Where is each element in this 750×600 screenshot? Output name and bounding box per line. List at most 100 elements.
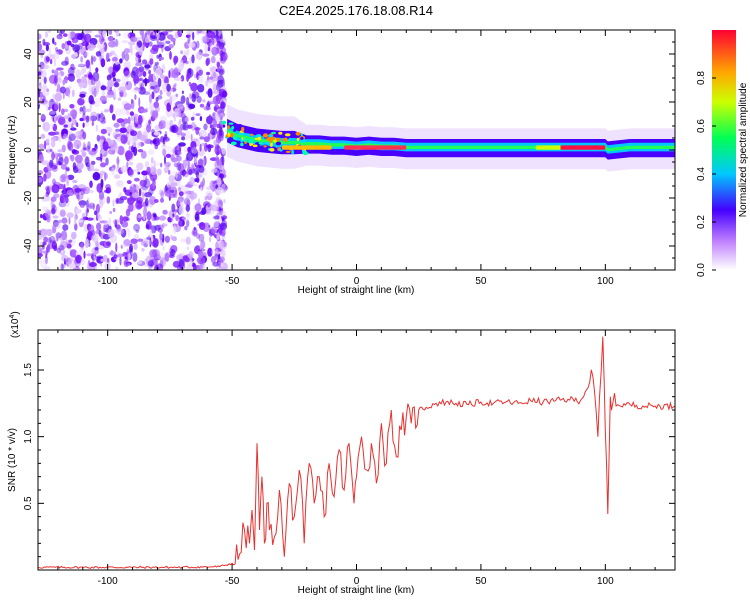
noise-blob (172, 213, 175, 218)
noise-blob (196, 30, 203, 34)
noise-blob (199, 103, 205, 108)
noise-blob (114, 78, 121, 83)
noise-blob (42, 64, 50, 70)
noise-blob (166, 83, 171, 92)
noise-blob (96, 113, 101, 122)
noise-blob (212, 112, 216, 116)
noise-blob (215, 30, 219, 37)
band-speckle (250, 133, 254, 137)
noise-blob (66, 243, 72, 249)
noise-blob (80, 149, 85, 153)
noise-blob (98, 114, 101, 119)
noise-blob (144, 160, 150, 169)
noise-blob (64, 75, 68, 84)
noise-blob (144, 138, 152, 144)
noise-blob (75, 254, 82, 264)
noise-blob (171, 215, 175, 225)
noise-blob (194, 156, 197, 164)
noise-blob (127, 253, 131, 262)
noise-blob (119, 256, 122, 266)
noise-blob (178, 163, 184, 172)
noise-blob (121, 244, 127, 248)
noise-blob (182, 159, 188, 170)
noise-blob (46, 229, 53, 236)
noise-blob (83, 51, 88, 59)
noise-blob (187, 102, 191, 108)
noise-blob (132, 192, 140, 199)
noise-blob (87, 165, 91, 171)
noise-blob (207, 88, 213, 98)
noise-blob (86, 197, 90, 207)
noise-blob (121, 81, 127, 88)
noise-blob (171, 236, 177, 242)
band-speckle (275, 145, 278, 148)
noise-blob (77, 193, 84, 200)
noise-blob (87, 43, 95, 51)
noise-blob (165, 252, 170, 263)
noise-blob (135, 67, 143, 78)
noise-blob (133, 36, 141, 43)
noise-blob (201, 207, 207, 215)
band-speckle (270, 142, 273, 148)
noise-blob (166, 90, 171, 97)
noise-blob (74, 223, 78, 231)
noise-blob (177, 171, 183, 176)
noise-blob (175, 127, 183, 136)
noise-blob (67, 174, 75, 180)
noise-blob (108, 30, 113, 35)
noise-blob (146, 124, 152, 133)
noise-blob (202, 35, 210, 43)
noise-blob (162, 245, 165, 250)
noise-blob (140, 150, 147, 159)
noise-blob (182, 170, 185, 178)
noise-blob (95, 203, 100, 214)
noise-blob (197, 83, 205, 93)
noise-blob (177, 30, 183, 38)
noise-blob (116, 228, 124, 235)
noise-blob (80, 242, 84, 249)
noise-blob (178, 258, 186, 264)
noise-blob (52, 203, 56, 209)
noise-blob (183, 190, 190, 195)
noise-blob (181, 90, 184, 95)
noise-blob (157, 95, 163, 100)
noise-blob (99, 95, 107, 103)
spectrogram-plot: -100 -50 0 50 100 -40 -20 0 20 40 Height of strai… (7, 29, 676, 296)
band-speckle (271, 136, 276, 141)
noise-blob (59, 30, 65, 34)
noise-blob (176, 103, 184, 110)
noise-blob (128, 202, 134, 212)
noise-blob (135, 54, 141, 64)
noise-blob (63, 257, 66, 267)
noise-blob (44, 196, 51, 202)
noise-blob (72, 162, 77, 170)
noise-blob (51, 69, 55, 74)
noise-blob (157, 224, 164, 229)
noise-blob (187, 124, 193, 129)
noise-blob (112, 207, 116, 213)
noise-blob (123, 70, 131, 78)
noise-blob (168, 44, 174, 49)
colorbar: 0.0 0.2 0.4 0.6 0.8 Normalized spectral ampl… (696, 30, 749, 277)
noise-blob (193, 226, 196, 231)
noise-blob (100, 153, 103, 163)
noise-blob (147, 149, 155, 156)
noise-blob (137, 260, 142, 265)
noise-blob (130, 114, 134, 122)
noise-blob (85, 115, 90, 124)
noise-blob (175, 171, 178, 179)
noise-blob (185, 34, 191, 38)
noise-blob (103, 42, 108, 52)
colorbar-tick-label: 0.6 (696, 119, 707, 133)
noise-blob (47, 106, 51, 111)
noise-blob (220, 101, 226, 109)
noise-blob (164, 120, 171, 130)
noise-blob (192, 31, 195, 41)
noise-blob (210, 226, 218, 235)
band-speckle (252, 144, 258, 148)
noise-blob (178, 187, 182, 192)
y-tick-label: -40 (23, 238, 34, 253)
noise-blob (155, 97, 159, 102)
noise-blob (143, 207, 148, 217)
noise-blob (141, 248, 145, 252)
